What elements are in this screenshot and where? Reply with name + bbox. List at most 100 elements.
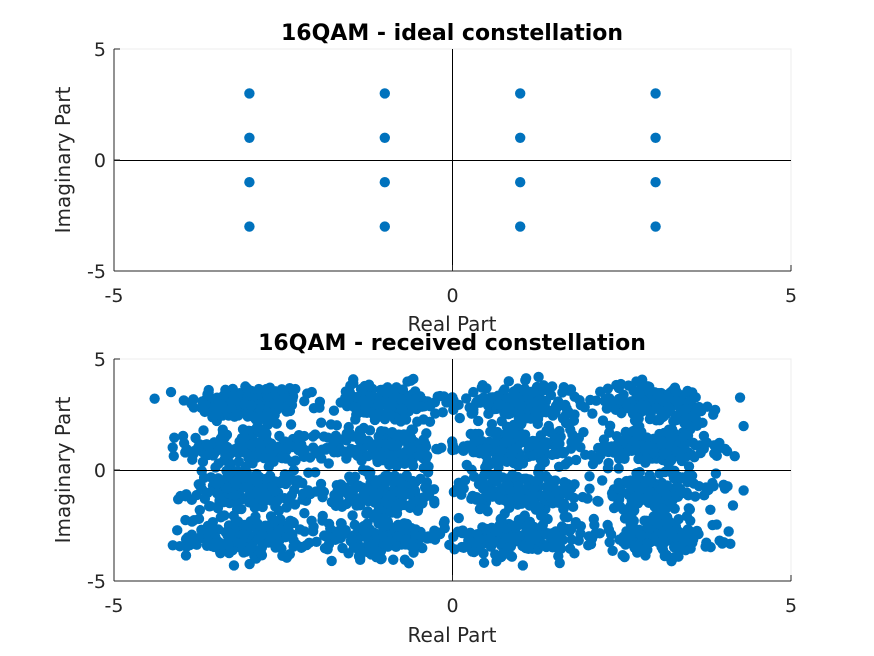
data-point xyxy=(195,479,206,490)
data-point xyxy=(285,419,297,430)
data-point xyxy=(253,383,265,395)
data-point xyxy=(188,445,200,457)
data-point xyxy=(244,177,255,188)
data-point xyxy=(515,132,526,143)
data-point xyxy=(178,395,189,406)
data-point xyxy=(466,408,477,419)
data-point xyxy=(604,537,615,548)
data-point xyxy=(702,401,713,412)
ticks-group: -5 0 5 -5 0 5 xyxy=(87,39,797,307)
data-point xyxy=(262,473,273,484)
data-point xyxy=(379,221,390,232)
data-point xyxy=(275,514,286,525)
data-point xyxy=(505,448,517,459)
data-point xyxy=(671,414,682,426)
data-point xyxy=(672,541,683,552)
data-point xyxy=(457,527,468,539)
data-point xyxy=(395,477,406,489)
data-point xyxy=(642,440,654,452)
data-point xyxy=(281,502,292,513)
data-point xyxy=(383,402,394,413)
data-point xyxy=(711,450,722,462)
data-point xyxy=(549,527,560,538)
data-point xyxy=(522,412,533,424)
data-point xyxy=(399,458,410,469)
data-point xyxy=(364,425,376,436)
data-point xyxy=(362,506,373,517)
data-point xyxy=(682,385,693,397)
data-point xyxy=(398,518,410,529)
data-point xyxy=(597,415,609,426)
data-point xyxy=(727,500,739,511)
data-point xyxy=(245,439,257,451)
data-point xyxy=(387,440,399,451)
data-point xyxy=(395,394,406,405)
data-point xyxy=(646,495,658,506)
data-point xyxy=(298,488,309,499)
data-point xyxy=(530,533,541,545)
data-point xyxy=(295,445,306,456)
data-point xyxy=(665,517,676,528)
data-point xyxy=(691,525,703,537)
data-point xyxy=(557,534,569,546)
y-tick-label: -5 xyxy=(87,571,106,593)
data-point xyxy=(343,421,354,433)
data-point xyxy=(276,384,288,395)
data-point xyxy=(669,503,680,514)
data-point xyxy=(669,382,681,394)
data-point xyxy=(603,427,615,438)
data-point xyxy=(485,532,496,544)
data-point xyxy=(481,383,492,394)
data-point xyxy=(261,428,272,439)
data-point xyxy=(569,479,580,490)
data-point xyxy=(718,479,729,490)
data-point xyxy=(568,415,580,426)
data-point xyxy=(632,429,644,441)
data-point xyxy=(358,395,370,406)
data-point xyxy=(321,531,332,542)
data-point xyxy=(370,477,382,489)
data-point xyxy=(584,471,595,482)
data-point xyxy=(481,490,492,501)
data-point xyxy=(587,408,598,419)
data-point xyxy=(603,524,615,535)
data-point xyxy=(373,398,384,409)
data-point xyxy=(319,543,331,554)
data-point xyxy=(695,447,706,459)
data-point xyxy=(624,530,636,542)
data-point xyxy=(656,440,668,451)
data-point xyxy=(228,560,240,571)
data-point xyxy=(503,409,514,420)
data-point xyxy=(397,384,409,395)
data-point xyxy=(339,447,350,458)
data-point xyxy=(636,530,647,541)
data-point xyxy=(400,534,411,545)
data-point xyxy=(215,512,227,523)
data-point xyxy=(244,132,255,143)
data-point xyxy=(658,448,669,459)
data-point xyxy=(429,498,440,509)
data-point xyxy=(414,450,425,462)
data-point xyxy=(485,426,496,437)
data-point xyxy=(438,517,450,529)
data-point xyxy=(404,488,415,499)
data-point xyxy=(172,494,184,505)
data-point xyxy=(533,371,544,383)
y-tick-label: 0 xyxy=(94,150,106,172)
data-point xyxy=(448,395,459,406)
data-point xyxy=(707,519,718,531)
data-point xyxy=(201,540,213,551)
data-point xyxy=(476,393,488,404)
data-point xyxy=(379,88,390,99)
data-point xyxy=(332,526,343,537)
data-point xyxy=(625,475,636,486)
data-point xyxy=(223,539,234,551)
x-tick-label: 5 xyxy=(785,595,797,617)
data-point xyxy=(284,440,295,451)
data-point xyxy=(636,399,647,411)
y-axis-label: Imaginary Part xyxy=(51,396,75,543)
data-point xyxy=(468,471,480,482)
data-point xyxy=(352,450,363,461)
data-point xyxy=(673,471,685,483)
